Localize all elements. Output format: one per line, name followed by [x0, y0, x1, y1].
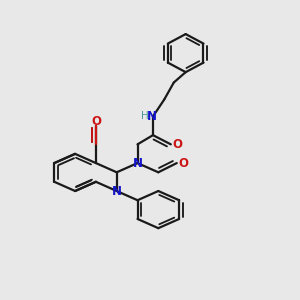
Text: H: H — [141, 111, 148, 122]
Text: N: N — [133, 157, 142, 169]
Text: O: O — [178, 157, 188, 169]
Text: N: N — [147, 110, 157, 123]
Text: O: O — [91, 115, 101, 128]
Text: O: O — [172, 138, 182, 151]
Text: N: N — [112, 184, 122, 197]
